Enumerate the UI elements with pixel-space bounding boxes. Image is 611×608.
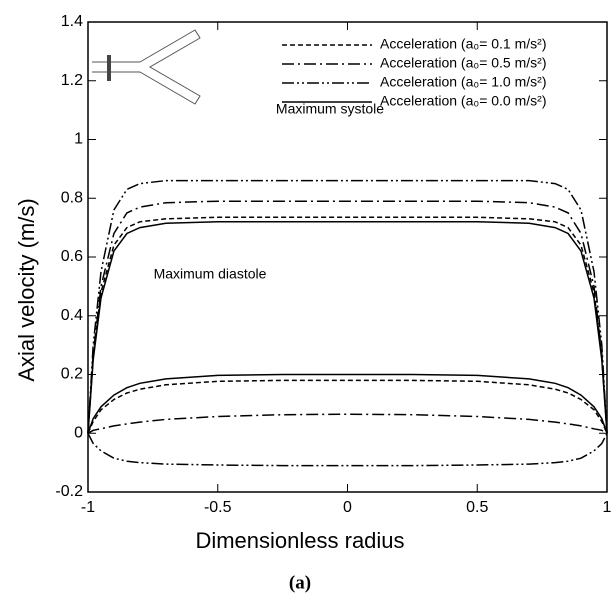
- line: [87, 379, 608, 434]
- line: [87, 413, 608, 434]
- y-tick-label: 1.4: [61, 13, 83, 30]
- x-axis-label: Dimensionless radius: [195, 528, 404, 553]
- line: [87, 216, 608, 434]
- line: [87, 179, 608, 434]
- line: [87, 200, 608, 434]
- y-tick-label: 0.2: [61, 366, 83, 383]
- x-tick-label: 1: [603, 499, 611, 516]
- legend-label: Acceleration (a₀= 0.5 m/s²): [380, 55, 546, 71]
- line: [87, 373, 608, 434]
- x-tick-label: 0: [343, 499, 352, 516]
- y-tick-label: 0.8: [61, 189, 83, 206]
- y-tick-label: 1: [74, 131, 83, 148]
- legend-label: Acceleration (a₀= 0.0 m/s²): [380, 93, 546, 109]
- legend-label: Acceleration (a₀= 0.1 m/s²): [380, 36, 546, 52]
- annotation: Maximum systole: [276, 101, 384, 117]
- legend-label: Acceleration (a₀= 1.0 m/s²): [380, 74, 546, 90]
- y-tick-label: 0.4: [61, 307, 83, 324]
- y-axis-label: Axial velocity (m/s): [14, 198, 39, 381]
- y-tick-label: 0.6: [61, 248, 83, 265]
- y-tick-label: -0.2: [55, 483, 83, 500]
- y-tick-label: 1.2: [61, 72, 83, 89]
- x-tick-label: 0.5: [466, 499, 488, 516]
- line: [87, 432, 608, 467]
- caption: (a): [289, 572, 311, 593]
- y-tick-label: 0: [74, 424, 83, 441]
- inset-diagram: [92, 29, 201, 105]
- x-tick-label: -0.5: [204, 499, 232, 516]
- annotation: Maximum diastole: [154, 266, 267, 282]
- x-tick-label: -1: [81, 499, 95, 516]
- line: [87, 221, 608, 434]
